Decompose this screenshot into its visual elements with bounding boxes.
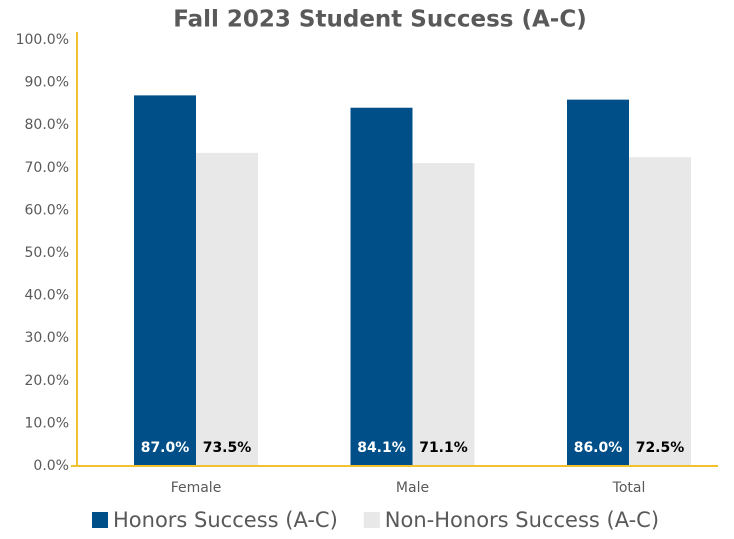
x-tick-label: Male bbox=[396, 480, 429, 496]
legend-swatch bbox=[92, 512, 108, 528]
y-tick-label: 90.0% bbox=[25, 75, 69, 91]
bar bbox=[196, 152, 258, 466]
y-tick-label: 40.0% bbox=[25, 288, 69, 304]
bar bbox=[629, 157, 691, 466]
x-tick-label: Female bbox=[171, 480, 222, 496]
data-label: 71.1% bbox=[419, 440, 468, 456]
legend-swatch bbox=[363, 512, 380, 528]
y-tick-label: 30.0% bbox=[25, 330, 69, 346]
data-label: 84.1% bbox=[357, 440, 406, 456]
y-tick-label: 10.0% bbox=[25, 415, 69, 431]
bar bbox=[350, 107, 413, 466]
legend-label: Honors Success (A-C) bbox=[113, 508, 338, 532]
x-tick-label: Total bbox=[612, 480, 646, 496]
data-label: 73.5% bbox=[203, 440, 252, 456]
data-label: 86.0% bbox=[574, 440, 623, 456]
legend-label: Non-Honors Success (A-C) bbox=[385, 508, 659, 532]
chart-title: Fall 2023 Student Success (A-C) bbox=[173, 7, 587, 33]
bar bbox=[412, 163, 475, 466]
y-tick-label: 60.0% bbox=[25, 202, 69, 218]
data-label: 72.5% bbox=[636, 440, 685, 456]
y-tick-label: 80.0% bbox=[25, 117, 69, 133]
bar bbox=[567, 99, 629, 466]
y-tick-label: 70.0% bbox=[25, 160, 69, 176]
bar bbox=[134, 95, 196, 466]
data-label: 87.0% bbox=[141, 440, 190, 456]
y-tick-label: 0.0% bbox=[33, 458, 69, 474]
y-tick-label: 100.0% bbox=[16, 32, 69, 48]
y-tick-label: 50.0% bbox=[25, 245, 69, 261]
y-tick-label: 20.0% bbox=[25, 373, 69, 389]
